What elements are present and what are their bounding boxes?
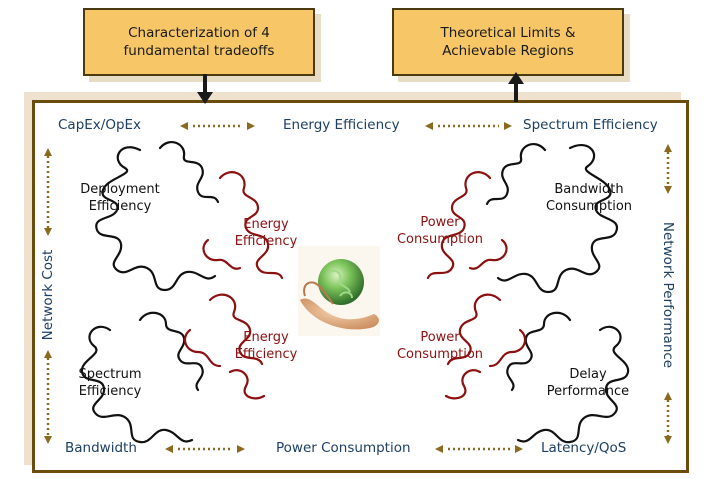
label-bandwidth: Bandwidth: [65, 440, 137, 456]
squiggle-black-tr: [485, 142, 619, 294]
label-deployment-efficiency-2: Efficiency: [88, 199, 152, 214]
label-power-consumption-tr: Power Consumption: [384, 214, 496, 248]
label-energy-efficiency-tl: Energy Efficiency: [220, 216, 312, 250]
label-latency-qos: Latency/QoS: [541, 440, 627, 456]
label-energy-tl: Energy: [243, 217, 289, 232]
label-delay: Delay: [569, 367, 607, 382]
down-arrow: [197, 74, 213, 104]
box-right-line2: Achievable Regions: [442, 43, 574, 59]
label-spectrum-bl: Spectrum: [78, 367, 142, 382]
label-efficiency-tl: Efficiency: [234, 234, 298, 249]
label-consumption-q: Consumption: [545, 199, 633, 214]
globe-in-hands-image: [298, 246, 380, 336]
label-network-performance: Network Performance: [660, 221, 676, 369]
squiggle-red-br: [444, 293, 527, 400]
label-efficiency-bl: Efficiency: [78, 384, 142, 399]
label-spectrum-efficiency-top: Spectrum Efficiency: [523, 117, 658, 133]
squiggle-red-tr: [426, 171, 508, 280]
theoretical-limits-box: Theoretical Limits & Achievable Regions: [392, 8, 624, 76]
label-consumption-tr: Consumption: [396, 232, 484, 247]
label-network-cost: Network Cost: [40, 249, 56, 341]
squiggle-red-bl: [183, 293, 266, 400]
label-energy-bl-red: Energy: [243, 330, 289, 345]
squiggle-black-br: [506, 311, 630, 444]
label-spectrum-efficiency-q: Spectrum Efficiency: [62, 366, 158, 400]
squiggle-black-bl: [80, 311, 204, 444]
label-power-consumption-bottom: Power Consumption: [276, 440, 411, 456]
squiggle-black-tl: [95, 140, 220, 292]
label-power-br: Power: [420, 330, 460, 345]
box-right-line1: Theoretical Limits &: [440, 25, 576, 41]
label-bandwidth-q: Bandwidth: [554, 182, 624, 197]
box-left-line2: fundamental tradeoffs: [123, 43, 275, 59]
up-arrow: [508, 72, 524, 102]
box-left-line1: Characterization of 4: [128, 25, 270, 41]
label-performance: Performance: [546, 384, 630, 399]
tradeoffs-characterization-box: Characterization of 4 fundamental tradeo…: [83, 8, 315, 76]
label-efficiency-bl-red: Efficiency: [234, 347, 298, 362]
label-capex-opex: CapEx/OpEx: [58, 117, 142, 133]
label-power-tr: Power: [420, 215, 460, 230]
label-deployment-efficiency: Deployment Efficiency: [68, 181, 172, 215]
squiggle-red-tl: [202, 171, 284, 280]
label-deployment: Deployment: [80, 182, 160, 197]
label-delay-performance: Delay Performance: [528, 366, 648, 400]
label-consumption-br: Consumption: [396, 347, 484, 362]
label-power-consumption-br: Power Consumption: [384, 329, 496, 363]
label-energy-efficiency-top: Energy Efficiency: [283, 117, 400, 133]
label-energy-efficiency-bl: Energy Efficiency: [220, 329, 312, 363]
label-bandwidth-consumption: Bandwidth Consumption: [530, 181, 648, 215]
